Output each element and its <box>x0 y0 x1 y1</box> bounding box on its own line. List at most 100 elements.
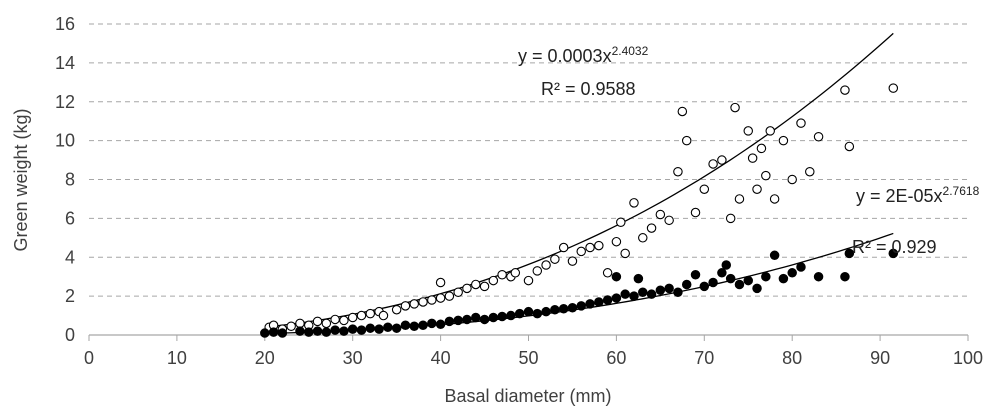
y-tick-label: 4 <box>65 247 75 267</box>
data-point-filled <box>295 326 305 336</box>
data-point-filled <box>655 285 666 296</box>
data-point-open <box>638 233 648 243</box>
data-point-filled <box>427 318 437 329</box>
fit-equation-open-exponent: 2.4032 <box>612 44 649 58</box>
x-tick-label: 0 <box>84 348 94 368</box>
data-point-open <box>761 170 771 181</box>
data-point-open <box>747 153 758 163</box>
fit-equation-filled-exponent: 2.7618 <box>943 184 980 198</box>
data-point-filled <box>321 327 332 337</box>
x-tick-label: 90 <box>870 348 890 368</box>
data-point-open <box>673 166 683 177</box>
data-point-filled <box>611 271 622 282</box>
data-point-open <box>888 83 899 93</box>
data-point-filled <box>409 321 419 331</box>
data-point-filled <box>550 304 560 315</box>
data-point-open <box>541 260 551 270</box>
data-point-open <box>805 166 815 177</box>
data-point-filled <box>356 325 367 335</box>
fit-r2-filled: R² = 0.929 <box>852 237 937 257</box>
x-tick-label: 50 <box>518 348 538 368</box>
data-point-open <box>339 315 349 326</box>
data-point-open <box>734 194 745 204</box>
data-point-filled <box>690 269 701 280</box>
data-point-filled <box>602 295 613 305</box>
data-point-open <box>435 277 446 288</box>
x-tick-label: 30 <box>343 348 363 368</box>
data-point-filled <box>541 306 551 317</box>
fit-equation-filled-base: y = 2E-05x <box>856 186 943 206</box>
data-point-open <box>699 184 710 194</box>
data-point-filled <box>787 268 797 278</box>
data-point-open <box>576 246 586 257</box>
data-point-open <box>558 242 569 253</box>
data-point-filled <box>796 262 806 272</box>
y-tick-label: 10 <box>55 131 75 151</box>
data-point-filled <box>646 289 657 299</box>
data-point-open <box>585 242 595 253</box>
data-point-open <box>391 304 402 315</box>
x-tick-label: 20 <box>255 348 275 368</box>
x-tick-label: 70 <box>694 348 714 368</box>
y-tick-label: 16 <box>55 14 75 34</box>
y-axis-title: Green weight (kg) <box>11 108 31 251</box>
data-point-filled <box>576 301 586 311</box>
data-point-filled <box>778 273 789 284</box>
data-point-filled <box>673 287 683 297</box>
data-point-filled <box>681 279 692 290</box>
data-point-filled <box>330 325 340 335</box>
data-point-filled <box>813 271 824 282</box>
data-point-open <box>567 256 578 266</box>
data-point-filled <box>699 281 710 292</box>
axes <box>88 334 969 341</box>
data-point-filled <box>638 287 648 297</box>
data-point-filled <box>312 326 323 336</box>
data-point-open <box>321 318 332 329</box>
data-point-filled <box>497 311 507 322</box>
y-tick-label: 2 <box>65 286 75 306</box>
y-tick-label: 6 <box>65 208 75 228</box>
data-point-filled <box>888 248 899 259</box>
data-point-filled <box>435 319 446 330</box>
data-point-open <box>378 310 389 321</box>
data-point-filled <box>633 273 644 284</box>
x-tick-label: 80 <box>782 348 802 368</box>
data-point-filled <box>418 320 428 331</box>
data-point-open <box>769 194 780 204</box>
data-point-filled <box>725 273 736 284</box>
gridlines <box>89 23 968 297</box>
data-point-filled <box>444 316 455 327</box>
data-point-filled <box>462 314 472 325</box>
data-point-filled <box>479 314 490 325</box>
data-point-open <box>286 321 296 331</box>
data-point-filled <box>277 328 288 338</box>
fit-equation-open: y = 0.0003x2.4032 <box>518 44 649 66</box>
data-point-filled <box>558 304 569 314</box>
x-tick-labels: 0 10 20 30 40 50 60 70 80 90 100 <box>84 348 983 368</box>
data-point-open <box>602 268 613 278</box>
data-point-open <box>840 85 850 95</box>
data-point-filled <box>743 275 753 286</box>
data-point-open <box>356 310 367 321</box>
fit-r2-open: R² = 0.9588 <box>541 79 636 99</box>
data-point-open <box>295 318 305 329</box>
data-point-filled <box>400 320 411 331</box>
x-axis-title: Basal diameter (mm) <box>444 386 611 406</box>
data-point-open <box>471 279 481 290</box>
data-point-open <box>787 174 797 185</box>
data-point-open <box>765 126 775 136</box>
data-point-open <box>435 293 446 303</box>
data-point-filled <box>585 299 595 309</box>
data-point-filled <box>611 293 622 303</box>
fit-equation-open-base: y = 0.0003x <box>518 46 612 66</box>
data-point-open <box>629 198 639 208</box>
data-point-filled <box>721 260 732 270</box>
data-point-filled <box>471 312 481 323</box>
data-point-filled <box>339 326 349 336</box>
data-point-filled <box>840 271 850 282</box>
data-point-open <box>813 131 824 142</box>
data-point-open <box>427 295 437 305</box>
data-point-open <box>497 269 507 280</box>
data-point-filled <box>761 271 771 282</box>
